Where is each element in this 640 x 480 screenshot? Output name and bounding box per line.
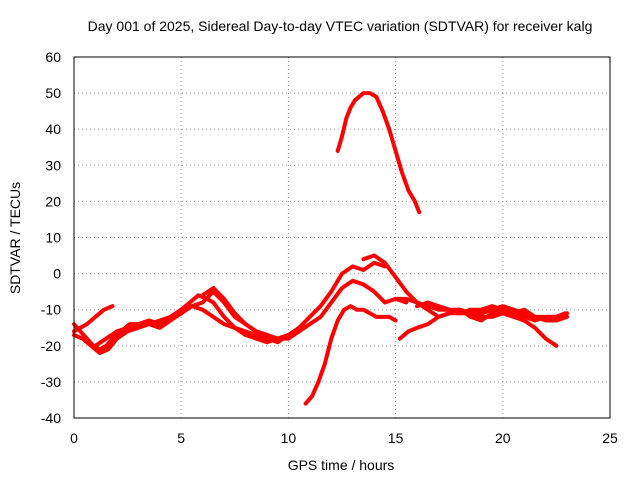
y-tick-label: -10 — [41, 302, 61, 318]
grid — [74, 57, 610, 418]
series-arc-6 — [303, 304, 398, 406]
y-tick-label: -40 — [41, 410, 61, 426]
series-arc-7 — [335, 91, 422, 215]
y-tick-label: 10 — [45, 230, 61, 246]
x-axis-label: GPS time / hours — [288, 457, 395, 473]
y-tick-label: 50 — [45, 85, 61, 101]
y-tick-labels: -40 -30 -20 -10 0 10 20 30 40 50 60 — [41, 49, 61, 426]
x-tick-labels: 0 5 10 15 20 25 — [70, 430, 618, 446]
y-axis-label: SDTVAR / TECUs — [7, 182, 23, 294]
series-arc-3 — [72, 304, 115, 334]
series-layer — [72, 91, 570, 406]
x-tick-label: 20 — [495, 430, 511, 446]
chart-title: Day 001 of 2025, Sidereal Day-to-day VTE… — [88, 18, 593, 34]
y-tick-label: 20 — [45, 193, 61, 209]
y-tick-label: -20 — [41, 338, 61, 354]
y-tick-label: 60 — [45, 49, 61, 65]
x-tick-label: 0 — [70, 430, 78, 446]
y-tick-label: 30 — [45, 157, 61, 173]
series-arc-5 — [200, 260, 387, 341]
y-tick-label: -30 — [41, 374, 61, 390]
series-arc-4 — [93, 278, 409, 348]
series-arc-11 — [415, 300, 570, 319]
x-tick-label: 15 — [388, 430, 404, 446]
plot-frame — [73, 56, 611, 419]
y-tick-label: 40 — [45, 121, 61, 137]
x-tick-label: 10 — [281, 430, 297, 446]
y-tick-label: 0 — [53, 266, 61, 282]
x-tick-label: 5 — [177, 430, 185, 446]
x-tick-label: 25 — [602, 430, 618, 446]
